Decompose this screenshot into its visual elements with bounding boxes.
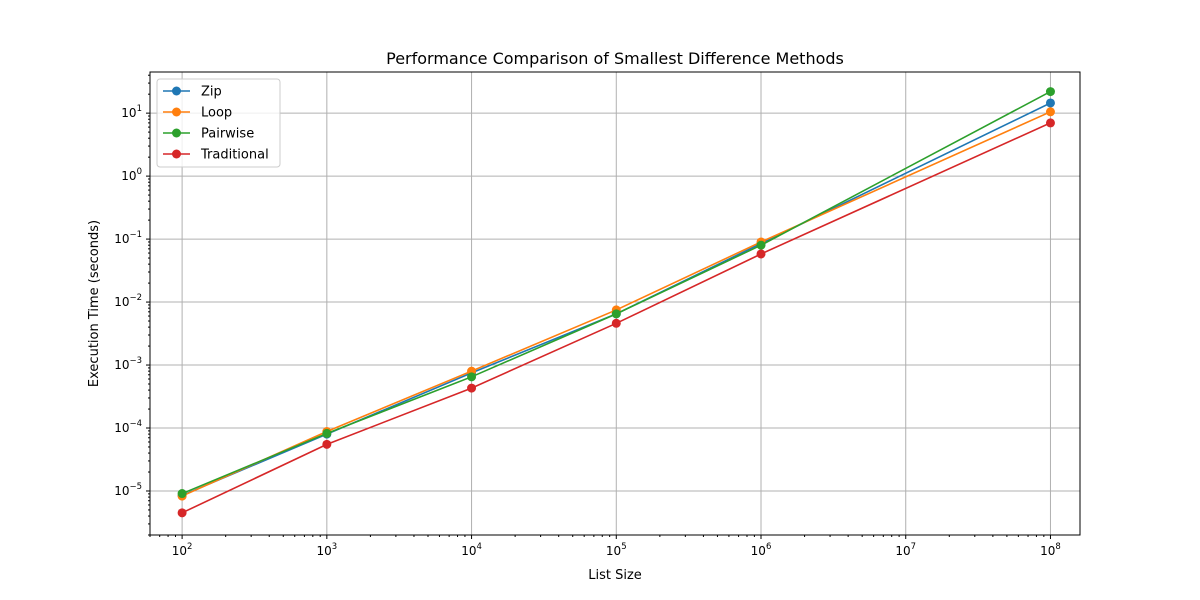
x-tick-exponent: 4 (476, 542, 481, 552)
x-axis-ticks: 102 103 104 105 106 107 108 (149, 535, 1061, 558)
data-point (322, 439, 332, 449)
x-tick-label: 107 (895, 542, 916, 558)
x-tick-exponent: 5 (621, 542, 626, 552)
y-tick-label: 10−5 (114, 482, 142, 498)
legend-box (156, 78, 281, 168)
legend-marker (172, 149, 181, 159)
series-pairwise (177, 87, 1055, 499)
y-tick-exponent: −1 (129, 230, 142, 240)
legend-item-loop: Loop (163, 106, 232, 121)
y-tick-label: 10−1 (114, 230, 142, 246)
legend-label: Traditional (200, 148, 269, 163)
y-tick-base: 10 (114, 232, 129, 246)
x-axis-label: List Size (588, 568, 642, 583)
series-line (181, 122, 1051, 514)
plot-area-frame (149, 71, 1081, 536)
y-axis-label: Execution Time (seconds) (87, 220, 102, 387)
series-layer (177, 87, 1055, 518)
x-tick-label: 105 (606, 542, 627, 558)
y-tick-label: 10−4 (114, 419, 142, 435)
x-tick-exponent: 6 (766, 542, 771, 552)
series-line (181, 90, 1051, 495)
y-tick-label: 10−3 (114, 356, 142, 372)
data-point (177, 489, 187, 499)
y-tick-base: 10 (114, 421, 129, 435)
data-point (611, 318, 621, 328)
legend-item-traditional: Traditional (163, 148, 269, 163)
x-tick-base: 10 (1040, 544, 1055, 558)
x-tick-exponent: 2 (187, 542, 192, 552)
y-tick-exponent: −4 (129, 419, 142, 429)
y-tick-label: 100 (121, 167, 142, 183)
y-tick-exponent: −2 (129, 293, 142, 303)
data-point (1045, 118, 1055, 128)
legend-marker (172, 128, 181, 138)
x-tick-base: 10 (172, 544, 187, 558)
data-point (756, 249, 766, 259)
x-tick-label: 108 (1040, 542, 1061, 558)
x-tick-base: 10 (606, 544, 621, 558)
series-traditional (177, 118, 1055, 518)
y-tick-base: 10 (121, 106, 136, 120)
data-point (467, 372, 477, 382)
y-tick-base: 10 (114, 484, 129, 498)
legend-item-zip: Zip (163, 85, 222, 100)
x-tick-base: 10 (461, 544, 476, 558)
x-tick-base: 10 (316, 544, 331, 558)
x-tick-exponent: 3 (332, 542, 337, 552)
x-tick-label: 104 (461, 542, 482, 558)
data-point (1045, 107, 1055, 117)
data-point (611, 309, 621, 319)
y-tick-base: 10 (114, 358, 129, 372)
x-tick-exponent: 7 (911, 542, 916, 552)
data-point (322, 428, 332, 438)
y-tick-base: 10 (121, 169, 136, 183)
x-tick-label: 106 (751, 542, 772, 558)
y-tick-base: 10 (114, 295, 129, 309)
legend-marker (172, 86, 181, 96)
legend-label: Zip (201, 85, 222, 100)
legend-label: Pairwise (201, 127, 254, 142)
legend-label: Loop (201, 106, 232, 121)
data-point (756, 240, 766, 250)
x-tick-label: 102 (172, 542, 193, 558)
y-tick-exponent: 1 (137, 104, 142, 114)
chart-title: Performance Comparison of Smallest Diffe… (386, 49, 844, 68)
y-tick-label: 10−2 (114, 293, 142, 309)
legend: Zip Loop Pairwise Traditional (156, 78, 281, 168)
x-tick-base: 10 (895, 544, 910, 558)
data-point (1045, 87, 1055, 97)
data-point (177, 508, 187, 518)
data-point (1045, 98, 1055, 108)
legend-item-pairwise: Pairwise (163, 127, 254, 142)
x-tick-exponent: 8 (1055, 542, 1060, 552)
y-tick-exponent: −5 (129, 482, 142, 492)
data-point (467, 383, 477, 393)
x-tick-base: 10 (751, 544, 766, 558)
y-tick-exponent: 0 (137, 167, 142, 177)
grid-lines (150, 72, 1080, 535)
y-tick-label: 101 (121, 104, 142, 120)
legend-marker (172, 107, 181, 117)
y-tick-exponent: −3 (129, 356, 142, 366)
x-tick-label: 103 (316, 542, 337, 558)
